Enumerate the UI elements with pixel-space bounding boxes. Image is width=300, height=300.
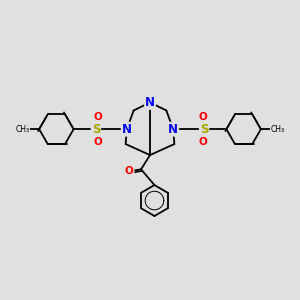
Text: O: O xyxy=(125,166,134,176)
Text: O: O xyxy=(198,112,207,122)
Text: O: O xyxy=(198,137,207,147)
Text: N: N xyxy=(145,96,155,109)
Text: S: S xyxy=(92,123,100,136)
Text: CH₃: CH₃ xyxy=(16,125,30,134)
Text: O: O xyxy=(93,112,102,122)
Text: O: O xyxy=(93,137,102,147)
Text: N: N xyxy=(122,123,132,136)
Text: N: N xyxy=(168,123,178,136)
Text: S: S xyxy=(200,123,208,136)
Text: CH₃: CH₃ xyxy=(270,125,284,134)
